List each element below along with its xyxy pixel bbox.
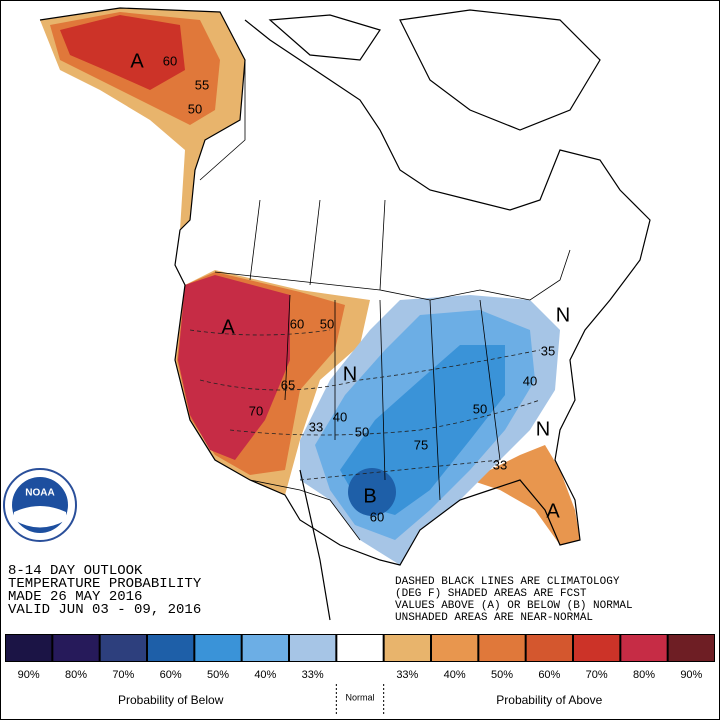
legend-label: 90%	[680, 669, 702, 681]
shade-below-60	[348, 468, 396, 516]
logo-text: NOAA	[25, 488, 54, 499]
shade-above-40	[470, 445, 580, 545]
map-label: 60	[163, 53, 177, 68]
note-line: VALUES ABOVE (A) OR BELOW (B) NORMAL	[395, 600, 633, 612]
title-line: MADE 26 MAY 2016	[8, 589, 142, 605]
legend-swatch	[668, 635, 714, 661]
legend-swatch	[526, 635, 572, 661]
map-label: 33	[493, 457, 507, 472]
shade-above-70	[178, 275, 290, 460]
map-label: A	[221, 316, 235, 338]
legend-note: DASHED BLACK LINES ARE CLIMATOLOGY(DEG F…	[395, 576, 633, 624]
legend-label: 60%	[160, 669, 182, 681]
legend-label: 50%	[207, 669, 229, 681]
legend-label: 40%	[254, 669, 276, 681]
legend-swatch	[621, 635, 667, 661]
color-legend: 90% 80% 70% 60% 50% 40% 33% 33% 40% 50% 60% 70% 80% 9…	[5, 634, 715, 715]
title-line: TEMPERATURE PROBABILITY	[8, 576, 202, 592]
map-label: 75	[414, 437, 428, 452]
legend-swatch	[479, 635, 525, 661]
logo-gull	[14, 506, 66, 528]
legend-swatch	[432, 635, 478, 661]
legend-swatch	[100, 635, 146, 661]
legend-label: 33%	[396, 669, 418, 681]
legend-swatch	[290, 635, 336, 661]
note-line: DASHED BLACK LINES ARE CLIMATOLOGY	[395, 576, 620, 588]
legend-swatch	[195, 635, 241, 661]
legend-swatch	[53, 635, 99, 661]
legend-swatch	[384, 635, 430, 661]
shade-above-60	[60, 15, 185, 90]
map-label: 50	[188, 101, 202, 116]
note-line: (DEG F) SHADED AREAS ARE FCST	[395, 588, 587, 600]
map-label: N	[343, 363, 357, 385]
map-labels: A 60 55 50 A 60 50 65 70 N 40 33 50 75 50 40 35 N N 33 A B 60	[130, 50, 570, 524]
legend-title-below: Probability of Below	[118, 693, 224, 707]
map-label: 35	[541, 343, 555, 358]
legend-label: 40%	[444, 669, 466, 681]
map-label: A	[130, 50, 144, 72]
legend-label: 60%	[538, 669, 560, 681]
title-line: 8-14 DAY OUTLOOK	[8, 563, 143, 579]
legend-title-above: Probability of Above	[496, 693, 602, 707]
map-label: N	[536, 418, 550, 440]
map-label: 65	[281, 377, 295, 392]
legend-title-normal: Normal	[345, 692, 374, 702]
legend-label: 90%	[18, 669, 40, 681]
map-label: 40	[333, 409, 347, 424]
map-label: A	[546, 500, 560, 522]
legend-swatch	[148, 635, 194, 661]
legend-label: 80%	[65, 669, 87, 681]
map-label: 50	[355, 424, 369, 439]
legend-label: 33%	[302, 669, 324, 681]
map-label: 60	[370, 509, 384, 524]
legend-label: 50%	[491, 669, 513, 681]
noaa-logo: NOAA	[3, 468, 77, 542]
note-line: UNSHADED AREAS ARE NEAR-NORMAL	[395, 612, 593, 624]
map-label: N	[556, 304, 570, 326]
legend-swatch	[337, 635, 383, 661]
legend-swatch	[574, 635, 620, 661]
legend-label: 70%	[586, 669, 608, 681]
map-label: 70	[249, 403, 263, 418]
map-label: 50	[473, 401, 487, 416]
legend-swatch	[242, 635, 288, 661]
legend-label: 70%	[112, 669, 134, 681]
legend-label: 80%	[633, 669, 655, 681]
map	[39, 7, 651, 621]
legend-swatch	[6, 635, 52, 661]
map-label: 33	[309, 419, 323, 434]
map-label: 40	[523, 373, 537, 388]
map-label: B	[363, 485, 376, 507]
map-label: 55	[195, 77, 209, 92]
title-line: VALID JUN 03 - 09, 2016	[8, 602, 201, 618]
map-label: 50	[320, 316, 334, 331]
map-label: 60	[290, 316, 304, 331]
